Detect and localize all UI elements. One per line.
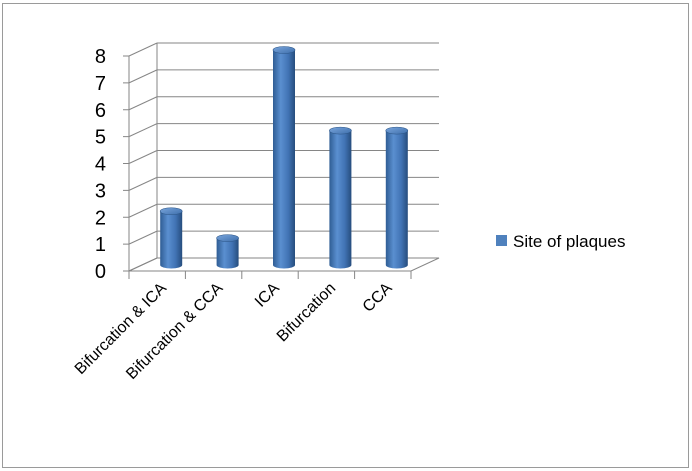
bar-top: [216, 234, 239, 242]
gridline-side: [128, 230, 158, 245]
gridline-side: [128, 176, 158, 191]
y-tick-label: 3: [95, 180, 106, 202]
y-tick-label: 6: [95, 100, 106, 122]
bar-body: [216, 238, 239, 269]
bar: [216, 234, 239, 269]
bar: [329, 126, 352, 269]
bar-top: [159, 207, 183, 216]
gridline-side: [128, 203, 158, 218]
floor: [128, 257, 440, 272]
legend-swatch: [496, 235, 507, 246]
bar: [385, 126, 409, 269]
y-tick-label: 8: [95, 46, 106, 68]
legend: Site of plaques: [496, 232, 625, 251]
x-tick-label: ICA: [252, 280, 283, 311]
gridline-side: [128, 42, 158, 57]
bar: [159, 207, 183, 269]
gridline-side: [128, 69, 158, 84]
bar-body: [385, 130, 408, 269]
gridline-side: [128, 123, 158, 138]
y-tick-label: 2: [95, 207, 106, 229]
y-tick-label: 1: [95, 234, 106, 256]
y-tick-labels: 0 1 2 3 4 5 6 7 8: [95, 46, 106, 283]
bar-top: [272, 46, 296, 54]
bar-body: [329, 130, 352, 269]
legend-label: Site of plaques: [513, 232, 625, 251]
y-tick-label: 7: [95, 73, 106, 95]
bar: [272, 46, 296, 269]
x-tick-label: Bifurcation & ICA: [72, 280, 170, 378]
y-tick-label: 5: [95, 127, 106, 149]
axes: [123, 43, 440, 279]
y-tick-label: 0: [95, 261, 106, 283]
gridline-side: [128, 96, 158, 111]
bars: [159, 46, 409, 269]
gridline-side: [128, 150, 158, 164]
bar-top: [385, 126, 409, 135]
x-tick-label: Bifurcation: [274, 280, 339, 345]
bar-top: [329, 126, 352, 135]
x-tick-label: Bifurcation & CCA: [123, 280, 226, 383]
y-tick-label: 4: [95, 154, 106, 176]
bar-body: [273, 50, 295, 269]
bar-body: [160, 211, 183, 269]
x-tick-label: CCA: [360, 280, 396, 316]
